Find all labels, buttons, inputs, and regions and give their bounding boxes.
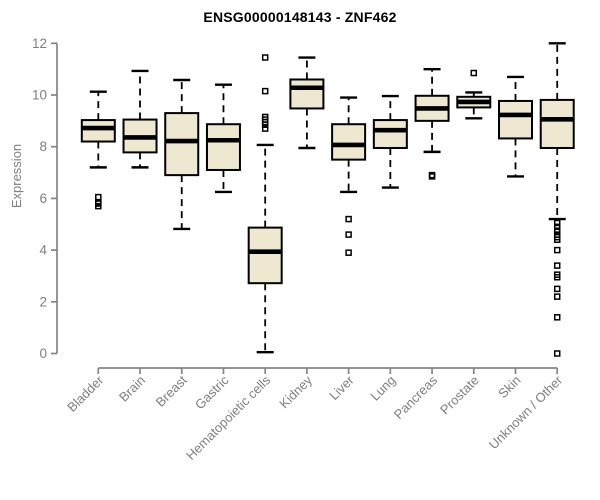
iqr-box <box>247 226 283 285</box>
outlier-point <box>261 125 269 132</box>
outlier-point <box>553 227 561 234</box>
y-tick-label: 4 <box>39 243 47 258</box>
iqr-box <box>331 123 367 161</box>
x-tick-label-prostate: Prostate <box>437 373 482 418</box>
chart-title: ENSG00000148143 - ZNF462 <box>203 9 397 25</box>
y-tick-label: 0 <box>39 346 47 361</box>
outlier-point <box>345 249 352 256</box>
x-tick-label-liver: Liver <box>326 372 357 403</box>
outlier-point <box>428 173 436 180</box>
y-axis: 0 2 4 6 8 10 12 <box>32 36 58 361</box>
outlier-point <box>553 273 561 281</box>
outlier-point <box>553 262 561 269</box>
outlier-point <box>553 223 561 231</box>
boxplot-lung <box>372 94 408 189</box>
boxplot-skin <box>498 75 533 178</box>
x-tick-label-kidney: Kidney <box>276 372 315 411</box>
outlier-point <box>95 202 102 210</box>
boxplot-liver <box>331 96 367 256</box>
y-tick-label: 2 <box>39 294 47 309</box>
boxplot-prostate <box>456 69 492 120</box>
x-tick-label-bladder: Bladder <box>64 372 107 415</box>
y-tick-label: 6 <box>39 191 47 206</box>
outlier-point <box>345 231 352 238</box>
iqr-box <box>372 119 408 149</box>
boxplot-hematopoietic-cells <box>247 54 283 354</box>
outlier-point <box>345 215 352 223</box>
outlier-point <box>553 314 561 321</box>
boxplot-brain <box>122 69 158 169</box>
iqr-box <box>205 123 241 171</box>
x-tick-label-gastric: Gastric <box>192 372 232 412</box>
y-tick-label: 12 <box>32 36 47 51</box>
boxplot-breast <box>164 78 200 231</box>
iqr-box <box>539 98 575 149</box>
x-tick-label-pancreas: Pancreas <box>391 372 441 422</box>
iqr-box <box>164 112 200 177</box>
outlier-point <box>553 219 561 227</box>
outlier-point <box>470 69 478 77</box>
outlier-point <box>553 246 561 254</box>
x-tick-label-skin: Skin <box>495 373 523 401</box>
y-tick-label: 10 <box>32 88 47 103</box>
y-tick-label: 8 <box>39 139 47 154</box>
x-tick-label-unknown-other: Unknown / Other <box>486 372 566 452</box>
iqr-box <box>498 99 533 140</box>
x-tick-label-brain: Brain <box>116 373 148 405</box>
outlier-point <box>553 236 561 244</box>
iqr-box <box>289 78 325 110</box>
outlier-point <box>553 350 561 357</box>
outlier-point <box>553 293 561 300</box>
x-tick-label-breast: Breast <box>153 372 190 409</box>
boxplot-bladder <box>80 90 116 210</box>
x-tick-label-lung: Lung <box>367 373 398 404</box>
outlier-point <box>261 121 269 128</box>
outlier-point <box>261 87 269 95</box>
boxplot-unknown-other <box>539 42 575 357</box>
boxplot-kidney <box>289 56 325 150</box>
outlier-point <box>261 54 269 61</box>
outlier-point <box>553 285 561 293</box>
boxplot-gastric <box>205 83 241 194</box>
iqr-box <box>80 119 116 143</box>
outlier-point <box>95 193 102 201</box>
boxplot-pancreas <box>414 67 450 180</box>
